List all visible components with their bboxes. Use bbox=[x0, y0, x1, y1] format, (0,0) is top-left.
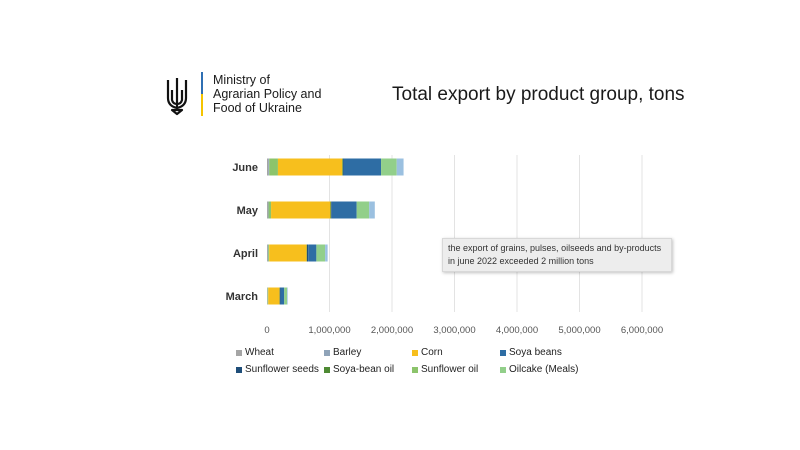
bar-segment bbox=[325, 244, 328, 262]
bar-segment bbox=[331, 201, 332, 219]
legend-item: Soya beans bbox=[500, 347, 588, 358]
legend-item: Wheat bbox=[236, 347, 324, 358]
bar-segment bbox=[308, 244, 317, 262]
legend-swatch bbox=[324, 349, 330, 356]
x-tick-label: 2,000,000 bbox=[371, 325, 413, 336]
bar-segment bbox=[267, 244, 269, 262]
bar-segment bbox=[280, 287, 285, 305]
x-tick-label: 4,000,000 bbox=[496, 325, 538, 336]
legend-swatch bbox=[412, 366, 418, 373]
bar-segment bbox=[269, 244, 307, 262]
bar-segment bbox=[369, 201, 375, 219]
legend-item: Sunflower seeds bbox=[236, 364, 324, 375]
x-tick-label: 6,000,000 bbox=[621, 325, 663, 336]
bars bbox=[267, 158, 404, 305]
legend-swatch bbox=[412, 349, 418, 356]
bar-segment bbox=[356, 201, 370, 219]
category-label: June bbox=[232, 162, 258, 174]
bar-segment bbox=[268, 287, 280, 305]
bar-segment bbox=[330, 201, 332, 219]
annotation-note: the export of grains, pulses, oilseeds a… bbox=[442, 238, 672, 272]
bar-segment bbox=[267, 158, 269, 176]
trident-icon bbox=[166, 78, 188, 116]
ministry-line: Ministry of bbox=[213, 73, 270, 87]
bar-segment bbox=[307, 244, 309, 262]
bar-segment bbox=[331, 201, 357, 219]
bar-segment bbox=[342, 158, 344, 176]
x-tick-label: 0 bbox=[264, 325, 269, 336]
bar-segment bbox=[279, 287, 281, 305]
legend-row: Sunflower seeds Soya-bean oil Sunflower oi… bbox=[236, 361, 656, 378]
category-labels: June May April March bbox=[226, 162, 259, 303]
bar-segment bbox=[287, 287, 288, 305]
legend-row: Wheat Barley Corn Soya beans bbox=[236, 344, 656, 361]
bar-segment bbox=[267, 201, 268, 219]
x-tick-label: 1,000,000 bbox=[308, 325, 350, 336]
gridlines bbox=[329, 155, 643, 312]
bar-segment bbox=[269, 158, 278, 176]
bar-segment bbox=[316, 244, 326, 262]
x-tick-label: 3,000,000 bbox=[433, 325, 475, 336]
legend-label: Barley bbox=[333, 347, 362, 358]
legend-item: Soya-bean oil bbox=[324, 364, 412, 375]
bar-segment bbox=[343, 158, 382, 176]
ministry-line: Food of Ukraine bbox=[213, 101, 302, 115]
bar-segment bbox=[267, 201, 269, 219]
x-tick-label: 5,000,000 bbox=[558, 325, 600, 336]
bar-segment bbox=[268, 158, 270, 176]
legend-item: Oilcake (Meals) bbox=[500, 364, 588, 375]
legend-swatch bbox=[236, 366, 242, 373]
legend-item: Barley bbox=[324, 347, 412, 358]
ministry-line: Agrarian Policy and bbox=[213, 87, 322, 101]
legend-label: Oilcake (Meals) bbox=[509, 364, 579, 375]
legend-swatch bbox=[324, 366, 330, 373]
legend-label: Sunflower oil bbox=[421, 364, 479, 375]
legend-label: Soya-bean oil bbox=[333, 364, 395, 375]
legend: Wheat Barley Corn Soya beans Sunflower seed… bbox=[236, 344, 656, 378]
legend-label: Wheat bbox=[245, 347, 274, 358]
bar-segment bbox=[267, 244, 268, 262]
bar-segment bbox=[342, 158, 343, 176]
legend-label: Soya beans bbox=[509, 347, 562, 358]
legend-swatch bbox=[236, 349, 242, 356]
header bbox=[160, 70, 760, 118]
ministry-name: Ministry of Agrarian Policy and Food of … bbox=[213, 73, 321, 115]
x-tick-labels: 0 1,000,000 2,000,000 3,000,000 4,000,000 5,0… bbox=[264, 325, 663, 336]
bar-segment bbox=[267, 287, 269, 305]
legend-label: Sunflower seeds bbox=[245, 364, 319, 375]
legend-swatch bbox=[500, 349, 506, 356]
category-label: April bbox=[233, 248, 258, 260]
bar-segment bbox=[284, 287, 287, 305]
bar-segment bbox=[277, 158, 343, 176]
legend-item: Corn bbox=[412, 347, 500, 358]
legend-swatch bbox=[500, 366, 506, 373]
bar-segment bbox=[396, 158, 404, 176]
bar-segment bbox=[268, 201, 272, 219]
legend-item: Sunflower oil bbox=[412, 364, 500, 375]
flag-divider bbox=[201, 72, 203, 116]
category-label: March bbox=[226, 291, 259, 303]
legend-label: Corn bbox=[421, 347, 443, 358]
category-label: May bbox=[237, 205, 259, 217]
bar-segment bbox=[268, 244, 270, 262]
bar-segment bbox=[271, 201, 331, 219]
chart-title: Total export by product group, tons bbox=[392, 84, 685, 105]
bar-segment bbox=[381, 158, 397, 176]
